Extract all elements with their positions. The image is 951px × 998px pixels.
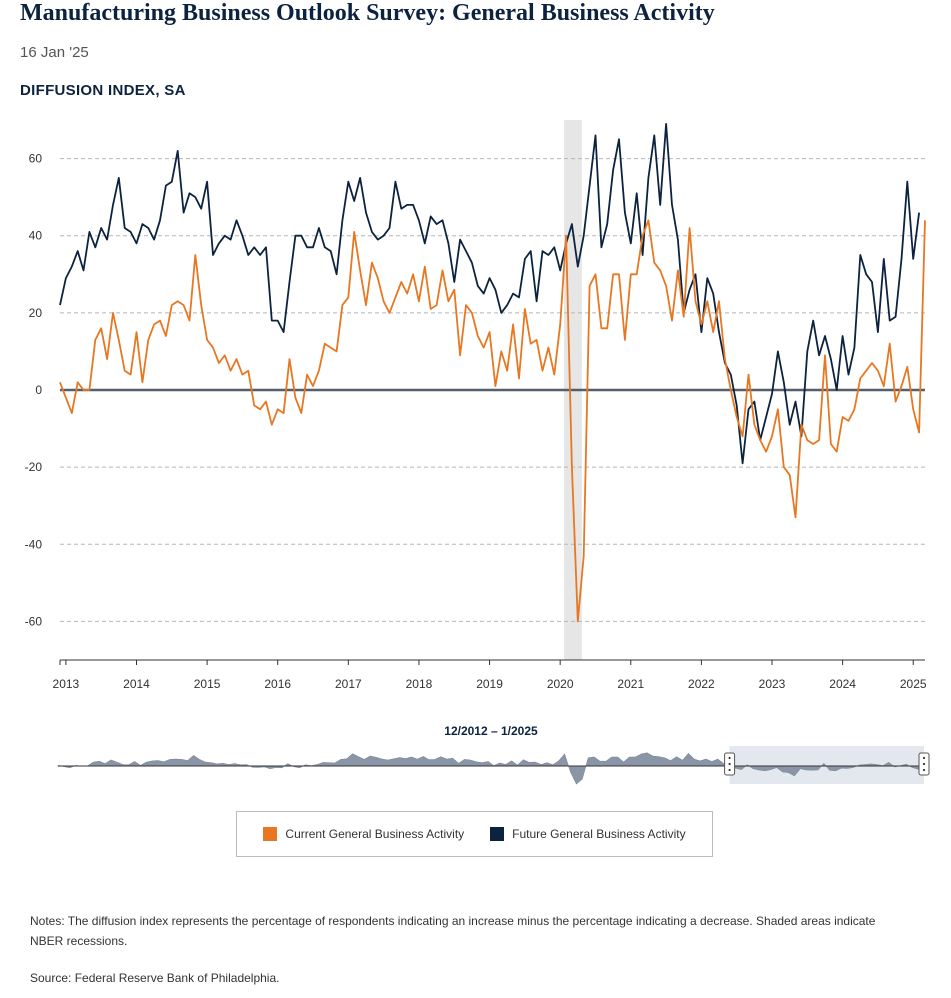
chart-subtitle: DIFFUSION INDEX, SA (20, 82, 186, 99)
x-tick-label: 2017 (335, 677, 362, 691)
x-tick-label: 2024 (829, 677, 856, 691)
y-tick-label: 40 (29, 229, 43, 243)
handle-grip-dot (728, 762, 731, 766)
chart-source: Source: Federal Reserve Bank of Philadel… (30, 971, 280, 985)
x-tick-label: 2019 (476, 677, 503, 691)
x-tick-label: 2014 (123, 677, 150, 691)
y-tick-label: -20 (25, 460, 43, 474)
chart-legend: Current General Business Activity Future… (236, 811, 713, 857)
x-tick-label: 2015 (194, 677, 221, 691)
x-tick-label: 2022 (688, 677, 715, 691)
y-tick-label: -40 (25, 537, 43, 551)
legend-label-future: Future General Business Activity (512, 827, 686, 841)
future-activity-line (59, 123, 920, 465)
current-activity-line (59, 219, 926, 623)
handle-grip-dot (728, 756, 731, 760)
navigator-selection (729, 746, 924, 784)
legend-swatch-future (490, 827, 505, 841)
line-chart[interactable]: -60 -40 -20 0 20 40 60 2013 2014 2015 2016 2017 2018… (0, 105, 951, 705)
x-tick-label: 2025 (900, 677, 927, 691)
x-tick-label: 2020 (547, 677, 574, 691)
chart-notes: Notes: The diffusion index represents th… (30, 914, 876, 948)
y-tick-label: 0 (35, 383, 42, 397)
handle-grip-dot (728, 768, 731, 772)
x-tick-label: 2016 (264, 677, 291, 691)
page-title: Manufacturing Business Outlook Survey: G… (20, 0, 715, 26)
y-tick-label: 20 (29, 306, 43, 320)
y-tick-label: -60 (25, 614, 43, 628)
navigator-range-label: 12/2012 – 1/2025 (444, 724, 538, 738)
x-tick-label: 2023 (759, 677, 786, 691)
x-tick-label: 2021 (617, 677, 644, 691)
handle-grip-dot (922, 768, 926, 772)
handle-grip-dot (922, 762, 926, 766)
legend-item-future[interactable]: Future General Business Activity (490, 827, 686, 841)
publish-date: 16 Jan '25 (20, 44, 89, 61)
y-tick-label: 60 (29, 152, 43, 166)
range-navigator[interactable]: 12/2012 – 1/2025 (0, 718, 951, 793)
legend-swatch-current (263, 827, 278, 841)
x-tick-label: 2013 (53, 677, 80, 691)
handle-grip-dot (922, 756, 926, 760)
legend-label-current: Current General Business Activity (285, 827, 465, 841)
legend-item-current[interactable]: Current General Business Activity (263, 827, 464, 841)
x-tick-label: 2018 (406, 677, 433, 691)
